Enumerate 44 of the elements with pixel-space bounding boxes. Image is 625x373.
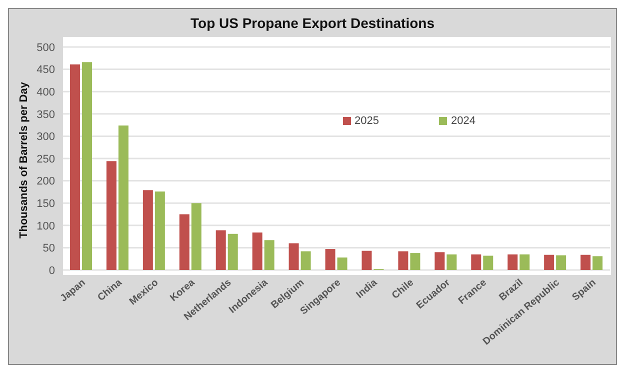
bar — [179, 214, 190, 270]
bar — [154, 192, 165, 270]
bar — [300, 251, 311, 270]
bar — [264, 240, 274, 270]
y-tick-label: 500 — [36, 42, 55, 54]
chart-title: Top US Propane Export Destinations — [190, 14, 436, 33]
bar — [556, 255, 566, 270]
bar — [288, 243, 299, 270]
bar — [592, 256, 603, 270]
legend-label: 2024 — [450, 115, 476, 127]
y-tick-label: 250 — [36, 153, 55, 166]
bar — [325, 249, 336, 270]
y-tick-label: 350 — [36, 108, 55, 121]
bar — [142, 190, 153, 270]
bar — [70, 64, 80, 270]
y-tick-label: 300 — [36, 131, 55, 144]
bar — [410, 253, 420, 270]
bar — [520, 254, 530, 270]
y-axis-title: Thousands of Barrels per Day — [18, 81, 30, 238]
y-tick-label: 100 — [36, 220, 55, 232]
bar — [508, 254, 518, 270]
bar — [118, 125, 128, 270]
bar — [337, 258, 348, 270]
bar — [228, 234, 238, 270]
bar — [82, 62, 92, 270]
bar — [362, 250, 372, 270]
y-tick-label: 50 — [42, 242, 55, 255]
bar — [434, 252, 445, 270]
bar — [544, 254, 554, 270]
legend-label: 2025 — [354, 115, 379, 127]
bar — [191, 203, 202, 270]
bar — [106, 161, 116, 270]
bar — [580, 254, 591, 270]
y-tick-label: 200 — [36, 176, 55, 188]
y-tick-label: 0 — [48, 264, 55, 277]
y-tick-label: 150 — [36, 198, 55, 210]
bar — [471, 254, 482, 270]
bar — [446, 254, 457, 270]
y-tick-label: 400 — [36, 86, 55, 99]
bar — [483, 256, 494, 270]
bar — [398, 251, 408, 270]
bar — [252, 232, 262, 270]
bar — [216, 230, 226, 270]
y-tick-label: 450 — [36, 64, 55, 76]
